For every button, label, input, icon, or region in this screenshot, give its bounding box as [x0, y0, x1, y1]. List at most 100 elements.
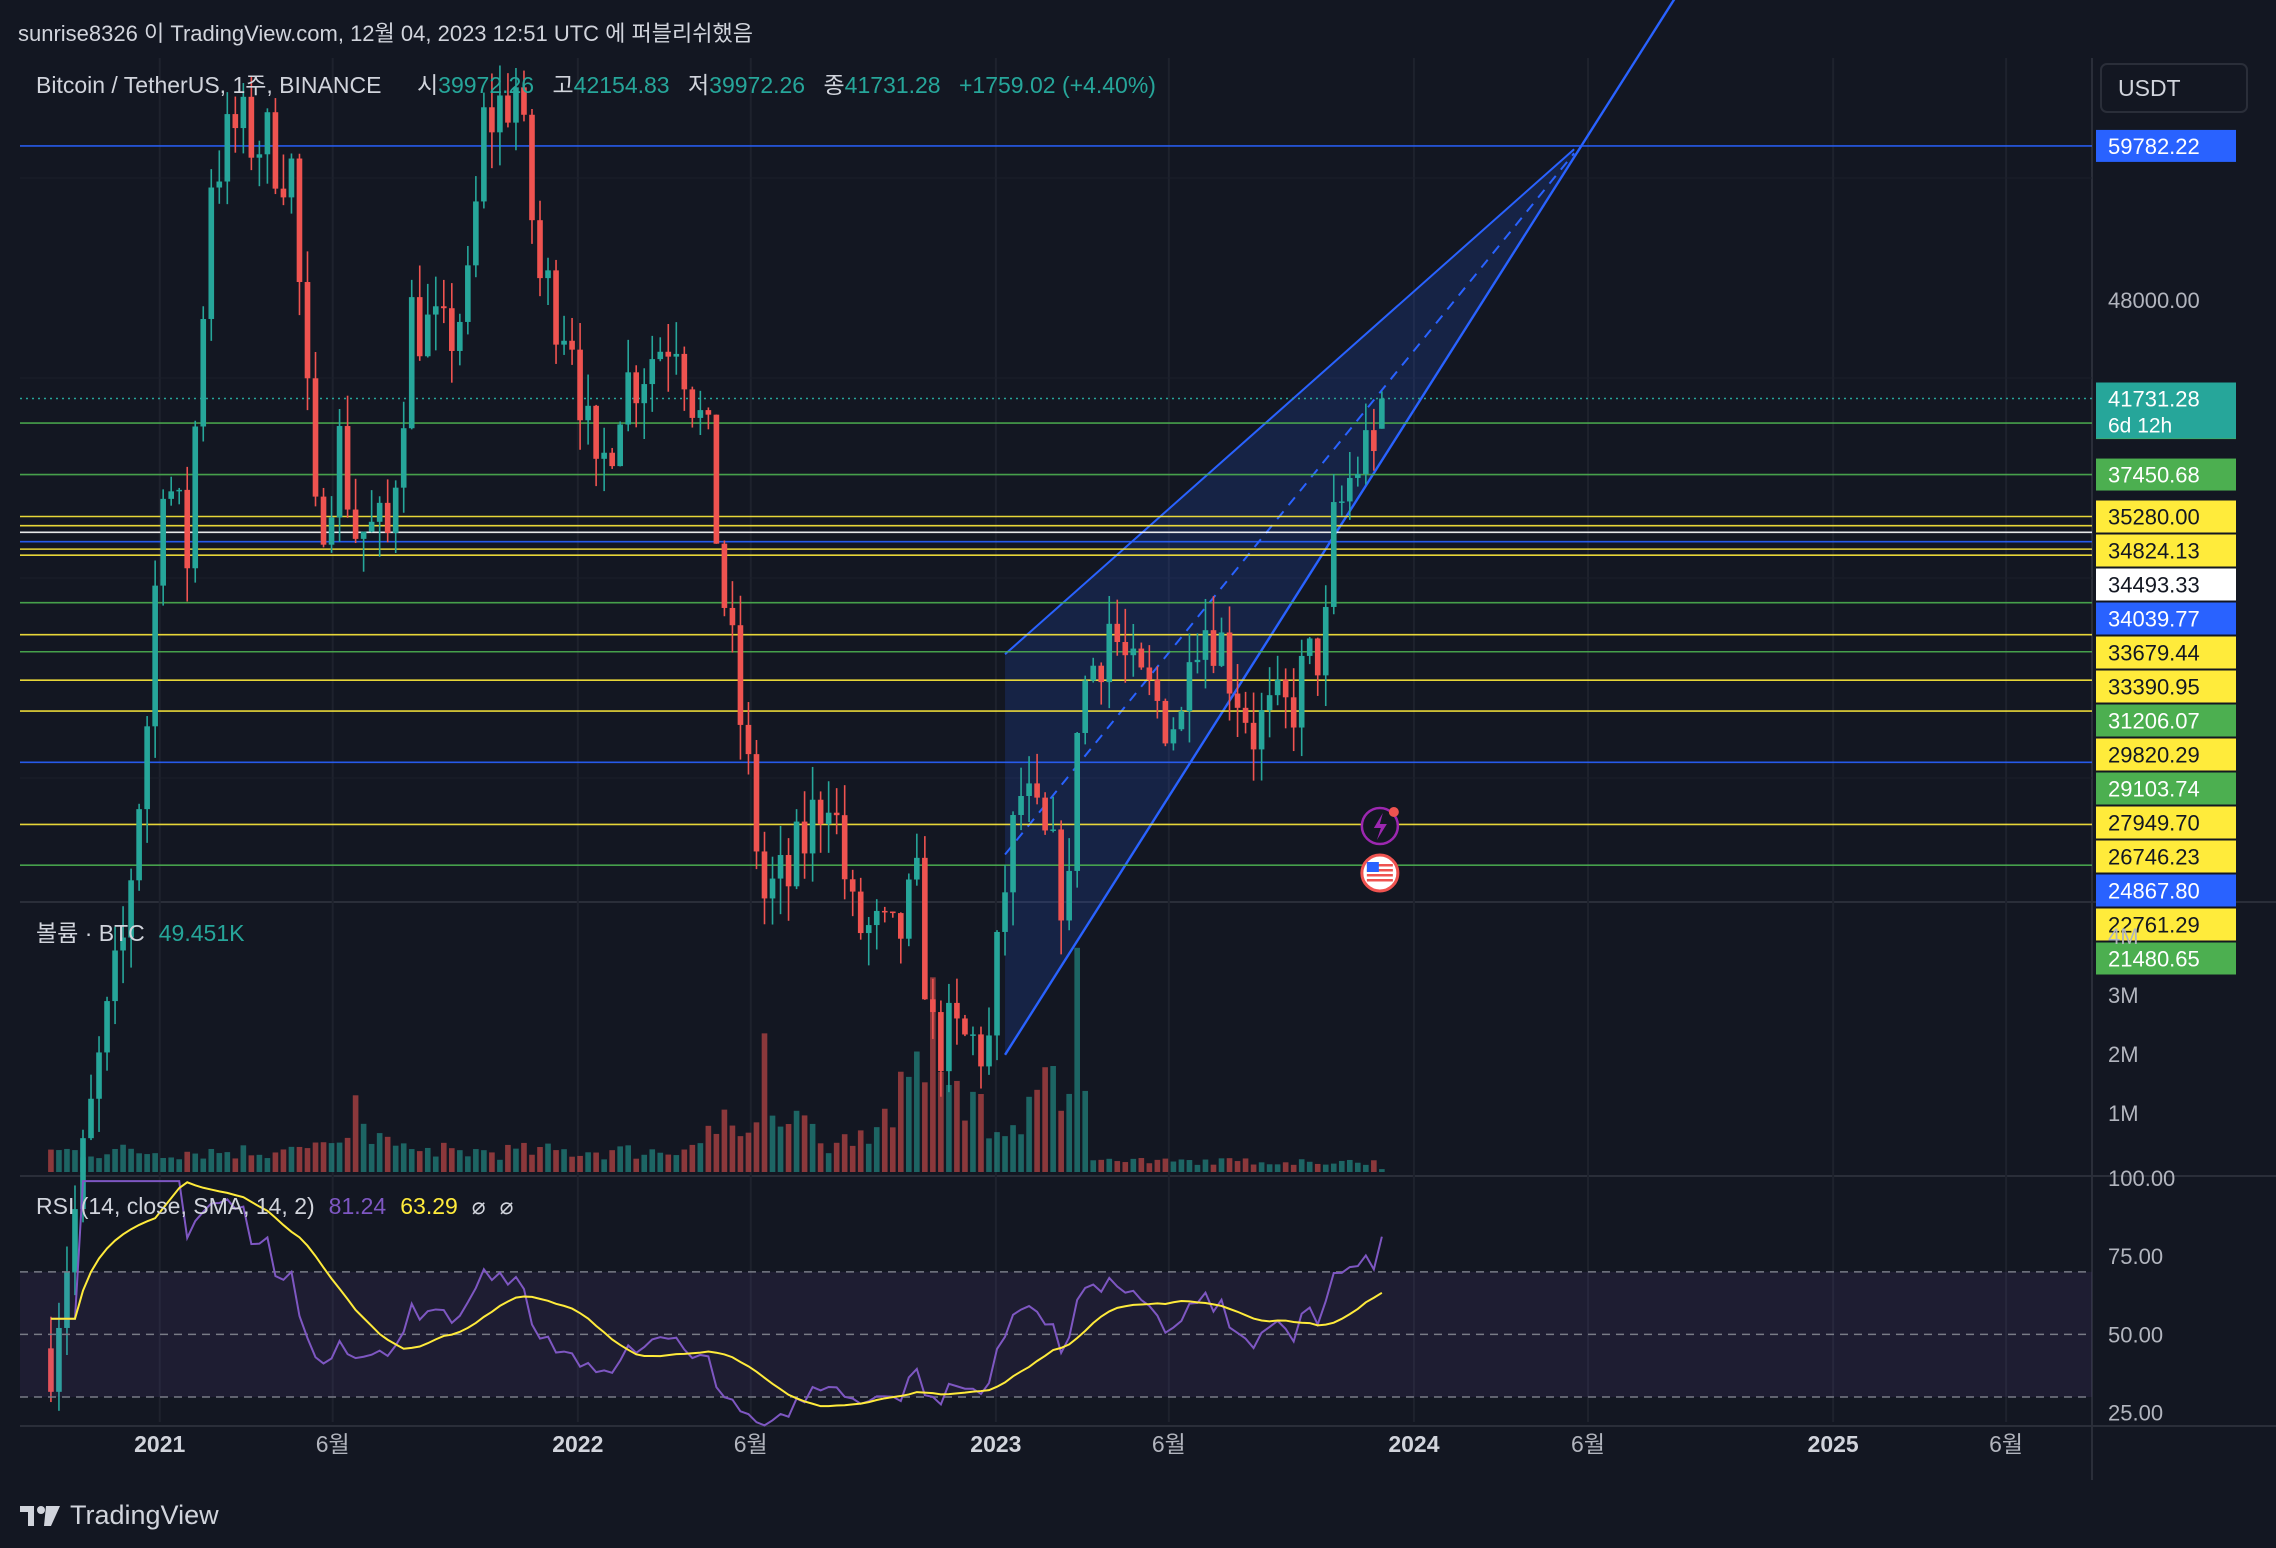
level-label: 34824.13 — [2108, 539, 2200, 564]
level-label: 33390.95 — [2108, 675, 2200, 700]
candle-body — [1266, 695, 1273, 711]
volume-bar — [914, 1051, 920, 1172]
publication-bar: sunrise8326 이 TradingView.com, 12월 04, 2… — [0, 0, 2276, 58]
price-axis[interactable]: 59782.2240296.4137450.6835280.0034824.13… — [2096, 129, 2236, 1426]
candle-body — [906, 879, 912, 939]
currency-button[interactable]: USDT — [2100, 63, 2248, 113]
time-tick: 2023 — [970, 1431, 1021, 1457]
volume-bar — [881, 1108, 888, 1172]
event-markers[interactable] — [1360, 806, 1400, 893]
candle-body — [400, 428, 407, 488]
volume-bar — [1042, 1067, 1048, 1172]
volume-bar — [104, 1154, 110, 1172]
candle-body — [176, 489, 183, 492]
volume-bar — [1330, 1163, 1337, 1172]
legend-change: +1759.02 (+4.40%) — [959, 72, 1156, 98]
rsi-sym2: ⌀ — [500, 1193, 514, 1219]
volume-bar — [264, 1158, 271, 1172]
volume-bar — [721, 1109, 728, 1172]
candle-body — [64, 1272, 70, 1328]
level-label-bg — [2096, 568, 2236, 601]
volume-bar — [633, 1158, 640, 1172]
lightning-glyph — [1373, 813, 1387, 840]
volume-bar — [80, 1157, 86, 1172]
rsi-tick: 100.00 — [2108, 1166, 2175, 1191]
rsi-pane — [20, 1180, 2092, 1427]
volume-bar — [1266, 1164, 1273, 1172]
level-label-bg — [2096, 738, 2236, 771]
candle-body — [1258, 710, 1265, 750]
volume-bar — [152, 1153, 158, 1172]
horizontal-levels[interactable] — [20, 145, 2092, 866]
time-tick: 6월 — [1152, 1431, 1186, 1457]
volume-bar — [1146, 1163, 1153, 1172]
flag-canton — [1366, 862, 1379, 872]
legend-open: 39972.26 — [438, 72, 534, 98]
footer-logo-text: TradingView — [70, 1500, 219, 1530]
candle-body — [625, 372, 632, 425]
last-price-value: 41731.28 — [2108, 386, 2200, 411]
volume-bar — [1186, 1160, 1193, 1172]
volume-bar — [465, 1156, 471, 1172]
time-tick: 6월 — [316, 1431, 350, 1457]
candle-body — [352, 509, 359, 539]
candle-body — [160, 498, 166, 586]
volume-bar — [986, 1138, 992, 1172]
volume-bar — [232, 1158, 239, 1172]
legend-low-label: 저 — [688, 72, 709, 98]
candle-body — [216, 181, 223, 188]
candle-body — [601, 452, 607, 459]
candle-body — [761, 851, 768, 899]
volume-bar — [857, 1130, 864, 1172]
volume-bar — [1363, 1164, 1369, 1172]
candle-body — [513, 87, 519, 123]
volume-bar — [1162, 1158, 1169, 1172]
volume-bar — [392, 1145, 399, 1172]
volume-bar — [1202, 1159, 1209, 1172]
volume-bar — [897, 1071, 904, 1172]
volume-bar — [473, 1149, 479, 1172]
level-label-bg — [2096, 874, 2236, 907]
volume-bar — [954, 1080, 960, 1172]
level-label: 26746.23 — [2108, 845, 2200, 870]
volume-value: 49.451K — [159, 920, 245, 946]
volume-bar — [689, 1144, 696, 1172]
flag-stripe — [1366, 879, 1393, 882]
candle-body — [1202, 630, 1209, 660]
volume-bar — [200, 1158, 207, 1172]
candle-body — [1210, 630, 1217, 666]
candle-body — [392, 487, 399, 533]
candle-body — [208, 187, 215, 319]
volume-bar — [1002, 1136, 1008, 1172]
volume-bar — [112, 1148, 118, 1172]
volume-bar — [641, 1154, 648, 1172]
volume-bar — [1346, 1159, 1353, 1172]
candle-body — [978, 1034, 984, 1067]
candle-body — [1322, 606, 1329, 676]
volume-bar — [753, 1122, 760, 1172]
candle-body — [569, 340, 575, 350]
volume-bar — [1098, 1159, 1105, 1172]
candle-body — [649, 359, 656, 385]
volume-bar — [288, 1146, 295, 1172]
tradingview-logo[interactable]: TradingView — [20, 1500, 219, 1531]
candle-body — [561, 340, 567, 345]
volume-bar — [930, 977, 936, 1172]
candle-body — [994, 931, 1000, 1036]
volume-bar — [713, 1133, 720, 1172]
candle-body — [48, 1348, 54, 1392]
main-legend: Bitcoin / TetherUS, 1주, BINANCE 시39972.2… — [36, 72, 1156, 98]
candle-body — [785, 855, 792, 887]
candle-body — [922, 857, 928, 1000]
candle-body — [1242, 707, 1249, 723]
candle-body — [1002, 892, 1008, 932]
volume-bar — [136, 1153, 142, 1172]
level-label-bg — [2096, 458, 2236, 491]
volume-bar — [1066, 1093, 1072, 1172]
rsi-label: RSI (14, close, SMA, 14, 2) — [36, 1193, 315, 1219]
legend-low: 39972.26 — [709, 72, 805, 98]
chart-area[interactable]: 59782.2240296.4137450.6835280.0034824.13… — [0, 0, 2276, 1490]
candle-body — [1170, 729, 1177, 744]
time-axis[interactable]: 2021 6월 2022 6월 2023 6월 2024 6월 2025 6월 — [134, 1431, 2023, 1457]
volume-bar — [841, 1134, 848, 1172]
